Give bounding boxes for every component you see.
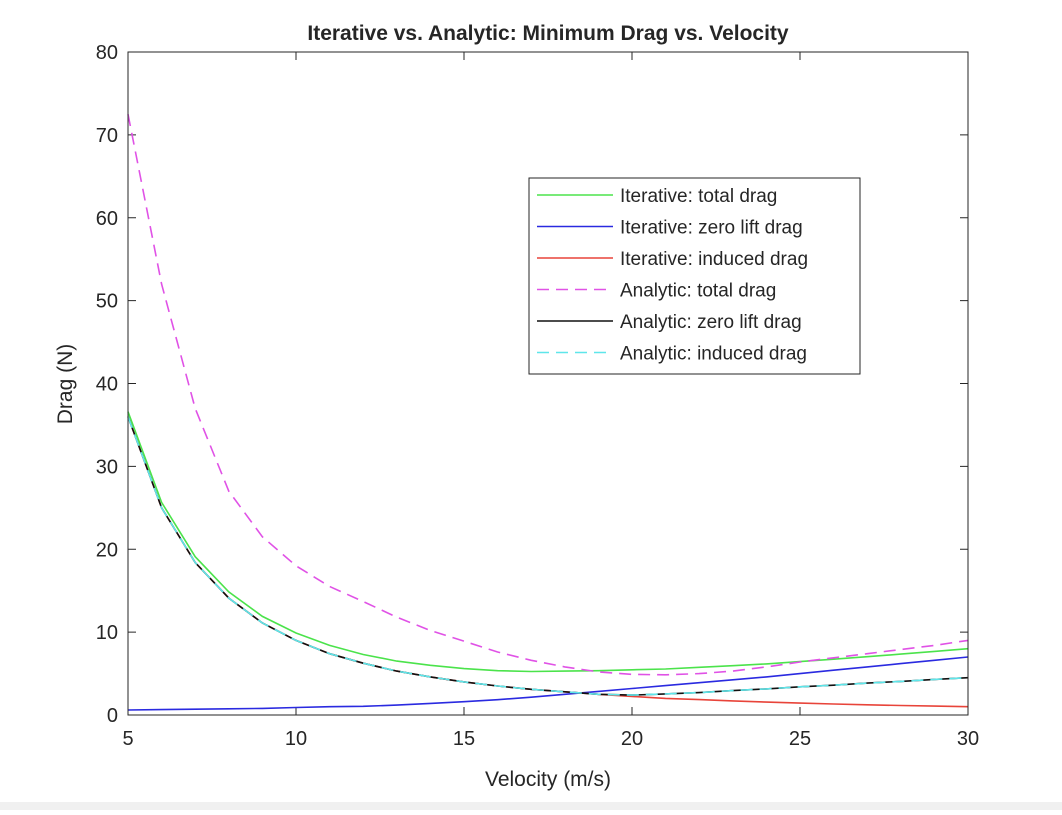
plot-frame — [127, 51, 969, 716]
series-line-3 — [127, 114, 969, 676]
legend-label: Iterative: induced drag — [620, 249, 808, 270]
chart-title: Iterative vs. Analytic: Minimum Drag vs.… — [307, 22, 789, 45]
legend-label: Analytic: zero lift drag — [620, 312, 802, 333]
legend: Iterative: total drag Iterative: zero lif… — [528, 177, 861, 375]
series-line-0 — [127, 411, 969, 673]
series-line-1 — [127, 656, 969, 711]
y-tick-label: 50 — [96, 291, 118, 313]
y-tick-label: 40 — [96, 374, 118, 396]
legend-label: Iterative: total drag — [620, 186, 777, 207]
x-tick-label: 30 — [957, 728, 979, 750]
y-tick-label: 0 — [107, 705, 118, 727]
series-line-4 — [127, 416, 969, 696]
x-tick-label: 5 — [122, 728, 133, 750]
y-tick-label: 70 — [96, 125, 118, 147]
window-bottom-strip — [0, 802, 1062, 810]
x-tick-label: 10 — [285, 728, 307, 750]
legend-label: Analytic: induced drag — [620, 344, 807, 365]
y-tick-label: 30 — [96, 456, 118, 478]
legend-label: Analytic: total drag — [620, 281, 776, 302]
x-tick-label: 25 — [789, 728, 811, 750]
y-tick-label: 80 — [96, 42, 118, 64]
x-tick-label: 20 — [621, 728, 643, 750]
x-tick-label: 15 — [453, 728, 475, 750]
series-line-5 — [127, 416, 969, 696]
y-tick-label: 20 — [96, 539, 118, 561]
y-axis-label: Drag (N) — [54, 344, 77, 425]
legend-box — [528, 177, 861, 375]
x-axis-label: Velocity (m/s) — [485, 768, 611, 791]
series-lines — [127, 114, 969, 711]
y-tick-label: 10 — [96, 622, 118, 644]
axis-ticks: 5 10 15 20 25 30 0 10 20 30 40 50 60 70 80 — [96, 42, 979, 750]
y-tick-label: 60 — [96, 208, 118, 230]
legend-label: Iterative: zero lift drag — [620, 218, 803, 239]
